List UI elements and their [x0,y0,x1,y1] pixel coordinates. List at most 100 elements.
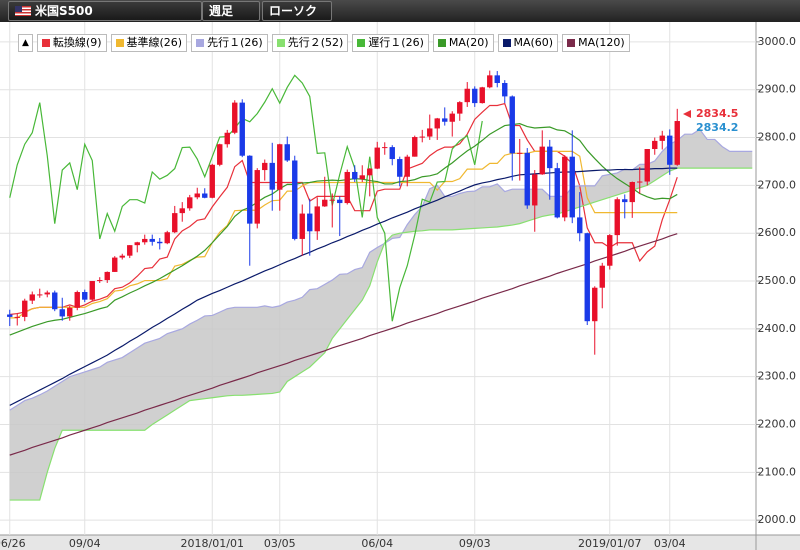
legend-toggle[interactable]: ▲ [18,34,33,52]
candle-body [14,316,20,318]
candle-body [412,137,418,157]
candle-body [434,118,440,129]
cloud [9,129,753,501]
legend-swatch [567,39,576,47]
legend-item[interactable]: 転換線(9) [36,34,107,52]
candle-body [262,162,268,171]
candle-body [307,213,313,232]
candle-body [472,88,478,104]
line [9,150,678,319]
candle-body [479,87,485,104]
candle-body [442,118,448,122]
candle-body [382,147,388,149]
line [9,233,678,456]
candle-body [449,113,455,122]
candle-body [562,156,568,218]
legend-label: MA(120) [578,36,625,49]
candle-body [667,135,673,165]
candle-body [367,168,373,176]
x-tick-label: 09/04 [69,537,101,550]
candle-body [539,146,545,175]
legend-label: 先行２(52) [287,36,344,49]
candle-body [299,213,305,239]
style-button[interactable]: ローソク [262,1,332,21]
candle-body [337,199,343,204]
candle-body [37,294,43,296]
candle-body [547,146,553,169]
y-tick-label: 2900.0 [758,83,797,96]
y-tick-label: 3000.0 [758,35,797,48]
x-tick-label: 06/04 [361,537,393,550]
legend-label: 先行１(26) [207,36,263,49]
legend-label: MA(60) [513,36,554,49]
x-axis-strip [0,535,800,550]
candle-body [532,174,538,206]
candle-body [29,294,35,301]
x-tick-label: 09/03 [459,537,491,550]
legend-item[interactable]: MA(60) [497,34,559,52]
candle-body [232,102,238,133]
candle-body [67,307,73,317]
candle-body [329,199,335,201]
candle-body [397,159,403,177]
y-tick-label: 2700.0 [758,178,797,191]
y-tick-label: 2500.0 [758,274,797,287]
candle-body [194,193,200,198]
legend-swatch [196,39,205,47]
candle-body [74,292,80,308]
style: ローソク [269,4,318,18]
legend-item[interactable]: 遅行１(26) [352,34,429,52]
candle-body [404,156,410,177]
y-tick-label: 2300.0 [758,370,797,383]
candle-body [644,149,650,182]
candle-body [59,309,65,317]
candle-body [592,287,598,322]
candle-body [509,96,515,154]
candle-body [457,102,463,114]
candle-body [614,199,620,236]
candle-body [209,164,215,198]
candle-body [314,206,320,232]
legend-item[interactable]: 先行２(52) [271,34,349,52]
legend-item[interactable]: 基準線(26) [110,34,188,52]
candle-body [352,171,358,180]
candle-body [629,182,635,203]
candle-body [419,136,425,138]
legend-swatch [115,39,124,47]
candle-body [52,292,58,310]
legend-item[interactable]: MA(120) [562,34,630,52]
flag-icon [15,6,31,16]
symbol: 米国S500 [35,4,93,18]
candle-body [517,152,523,154]
candle-body [82,292,88,300]
candle-body [142,238,148,243]
y-tick-label: 2200.0 [758,418,797,431]
candle-body [599,265,605,288]
y-tick-label: 2400.0 [758,322,797,335]
symbol-button[interactable]: 米国S500 [8,1,202,21]
legend-item[interactable]: 先行１(26) [191,34,268,52]
candle-body [524,152,530,206]
legend-item[interactable]: MA(20) [432,34,494,52]
candle-body [202,193,208,198]
candle-body [217,144,223,165]
candle-body [7,314,13,317]
candle-body [224,132,230,145]
candle-body [652,140,658,150]
y-tick-label: 2100.0 [758,465,797,478]
legend-swatch [357,39,366,47]
candle-body [359,175,365,180]
y-tick-label: 2800.0 [758,131,797,144]
candle-body [637,181,643,183]
legend-swatch [437,39,446,47]
candle-body [284,144,290,161]
candle-body [239,102,245,156]
candle-body [674,121,680,165]
candle-body [554,168,560,218]
labels: 2000.0 2100.0 2200.0 2300.0 2400.0 2500.0 2600… [0,35,796,550]
line [9,74,483,322]
period-button[interactable]: 週足 [202,1,260,21]
candle-body [607,235,613,266]
candle-body [464,88,470,103]
legend-swatch [41,39,50,47]
